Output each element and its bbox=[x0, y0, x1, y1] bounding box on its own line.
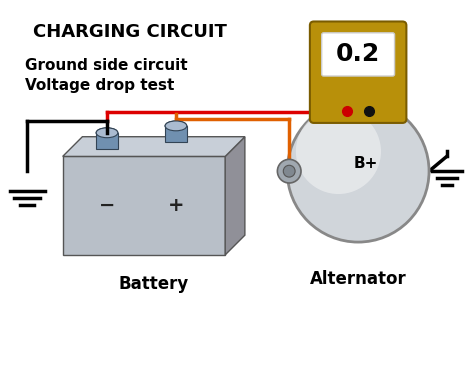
Text: −: − bbox=[99, 196, 115, 215]
Text: Voltage drop test: Voltage drop test bbox=[25, 78, 174, 93]
Circle shape bbox=[287, 100, 429, 242]
Bar bbox=[96, 133, 118, 149]
Polygon shape bbox=[225, 137, 245, 255]
Circle shape bbox=[296, 109, 381, 194]
FancyBboxPatch shape bbox=[310, 22, 406, 123]
Text: CHARGING CIRCUIT: CHARGING CIRCUIT bbox=[33, 23, 227, 41]
Text: +: + bbox=[168, 196, 184, 215]
Text: Ground side circuit: Ground side circuit bbox=[25, 58, 188, 73]
FancyBboxPatch shape bbox=[322, 33, 394, 76]
Polygon shape bbox=[63, 156, 225, 255]
Circle shape bbox=[283, 165, 295, 177]
Ellipse shape bbox=[96, 128, 118, 138]
Polygon shape bbox=[63, 137, 245, 156]
Bar bbox=[165, 126, 187, 142]
Text: B+: B+ bbox=[353, 156, 378, 171]
Ellipse shape bbox=[165, 121, 187, 131]
Text: Battery: Battery bbox=[118, 274, 189, 292]
Ellipse shape bbox=[96, 128, 118, 138]
Circle shape bbox=[277, 159, 301, 183]
Text: 0.2: 0.2 bbox=[336, 42, 380, 67]
Ellipse shape bbox=[165, 121, 187, 131]
Text: Alternator: Alternator bbox=[310, 270, 407, 288]
